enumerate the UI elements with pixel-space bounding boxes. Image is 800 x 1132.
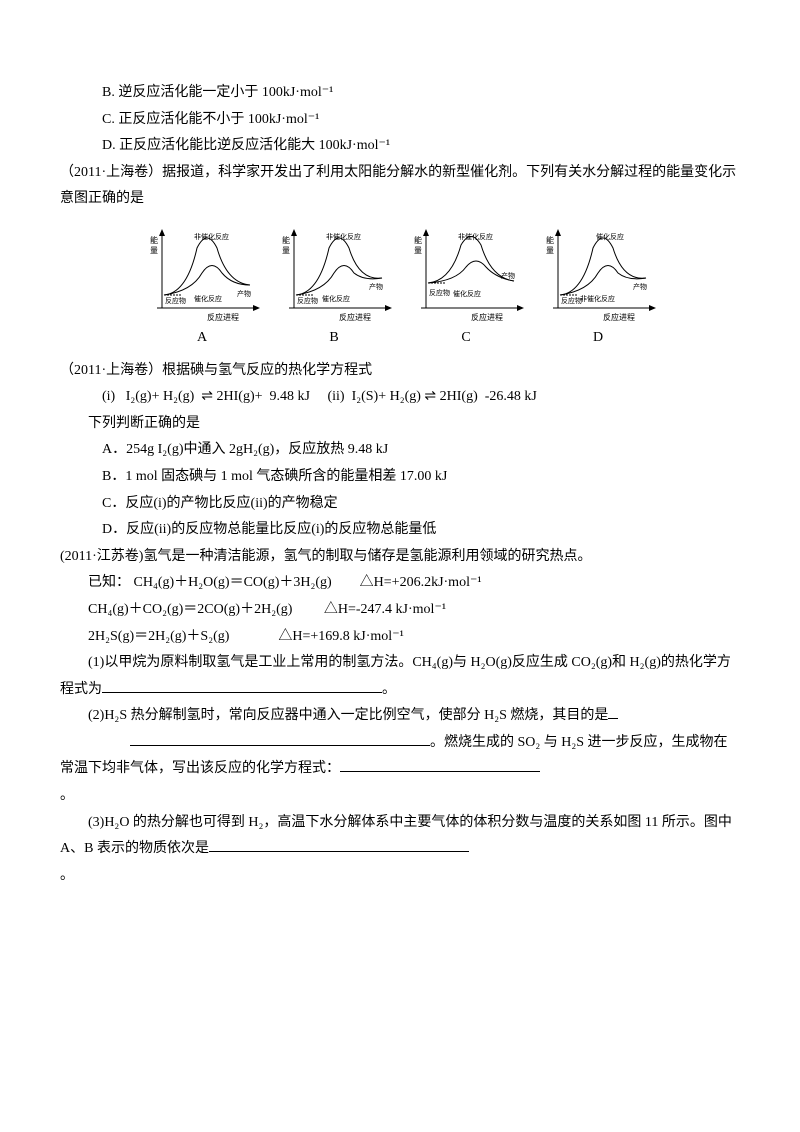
svg-text:反应物: 反应物 xyxy=(297,296,318,305)
svg-text:能: 能 xyxy=(414,235,422,245)
svg-text:催化反应: 催化反应 xyxy=(194,294,222,303)
q3-part3-end: 。 xyxy=(60,863,740,890)
question-3-intro: (2011·江苏卷)氢气是一种清洁能源，氢气的制取与储存是氢能源利用领域的研究热… xyxy=(60,544,740,571)
svg-text:量: 量 xyxy=(282,246,290,255)
blank-1[interactable] xyxy=(102,678,382,693)
svg-text:产物: 产物 xyxy=(501,271,515,280)
plot-b: 能 量 反应进程 非催化反应 反应物 产物 催化反应 xyxy=(274,223,394,323)
q2-option-c: C．反应(i)的产物比反应(ii)的产物稳定 xyxy=(60,491,740,518)
q2-option-b: B．1 mol 固态碘与 1 mol 气态碘所含的能量相差 17.00 kJ xyxy=(60,464,740,491)
q3-eq2: CH₄(g)＋CO₂(g)＝2CO(g)＋2H₂(g) △H=-247.4 kJ… xyxy=(60,597,740,624)
q3-part3: (3)H₂O 的热分解也可得到 H₂，高温下水分解体系中主要气体的体积分数与温度… xyxy=(60,810,740,863)
diagram-c-label: C xyxy=(461,325,470,352)
svg-text:量: 量 xyxy=(546,246,554,255)
svg-text:催化反应: 催化反应 xyxy=(453,289,481,298)
svg-text:产物: 产物 xyxy=(369,282,383,291)
plot-d: 能 量 反应进程 催化反应 反应物 产物 非催化反应 xyxy=(538,223,658,323)
diagram-d: 能 量 反应进程 催化反应 反应物 产物 非催化反应 D xyxy=(538,223,658,352)
question-2-equation: (i) I₂(g)+ H₂(g) ⇌ 2HI(g)+ 9.48 kJ (ii) … xyxy=(60,384,740,411)
svg-text:催化反应: 催化反应 xyxy=(322,294,350,303)
svg-text:反应物: 反应物 xyxy=(561,296,582,305)
svg-text:反应进程: 反应进程 xyxy=(603,312,635,322)
blank-3[interactable] xyxy=(209,837,469,852)
q3-part1: (1)以甲烷为原料制取氢气是工业上常用的制氢方法。CH₄(g)与 H₂O(g)反… xyxy=(60,650,740,703)
q3-given: 已知： CH₄(g)＋H₂O(g)＝CO(g)＋3H₂(g) △H=+206.2… xyxy=(60,570,740,597)
q3-part2-end: 。 xyxy=(60,783,740,810)
x-axis-label: 反应进程 xyxy=(207,312,239,322)
plot-a: 能 量 反应进程 非催化反应 反应物 产物 催化反应 xyxy=(142,223,262,323)
diagram-d-label: D xyxy=(593,325,603,352)
question-2-intro: （2011·上海卷）根据碘与氢气反应的热化学方程式 xyxy=(60,358,740,385)
svg-text:非催化反应: 非催化反应 xyxy=(458,232,493,241)
option-b: B. 逆反应活化能一定小于 100kJ·mol⁻¹ xyxy=(60,80,740,107)
svg-text:反应进程: 反应进程 xyxy=(471,312,503,322)
q3-part2-line2: 。燃烧生成的 SO₂ 与 H₂S 进一步反应，生成物在常温下均非气体，写出该反应… xyxy=(60,730,740,783)
svg-text:产物: 产物 xyxy=(237,289,251,298)
option-c: C. 正反应活化能不小于 100kJ·mol⁻¹ xyxy=(60,107,740,134)
diagram-b-label: B xyxy=(329,325,338,352)
diagram-a: 能 量 反应进程 非催化反应 反应物 产物 催化反应 A xyxy=(142,223,262,352)
q2-option-d: D．反应(ii)的反应物总能量比反应(i)的反应物总能量低 xyxy=(60,517,740,544)
diagram-b: 能 量 反应进程 非催化反应 反应物 产物 催化反应 B xyxy=(274,223,394,352)
svg-text:非催化反应: 非催化反应 xyxy=(326,232,361,241)
blank-2a[interactable] xyxy=(608,704,618,719)
q3-part2: (2)H₂S 热分解制氢时，常向反应器中通入一定比例空气，使部分 H₂S 燃烧，… xyxy=(60,703,740,730)
option-d: D. 正反应活化能比逆反应活化能大 100kJ·mol⁻¹ xyxy=(60,133,740,160)
q3-eq3: 2H₂S(g)＝2H₂(g)＋S₂(g) △H=+169.8 kJ·mol⁻¹ xyxy=(60,624,740,651)
svg-text:能: 能 xyxy=(546,235,554,245)
y-axis-label: 能 xyxy=(150,235,158,245)
energy-diagrams: 能 量 反应进程 非催化反应 反应物 产物 催化反应 A 能 量 反 xyxy=(60,223,740,352)
blank-2c[interactable] xyxy=(340,757,540,772)
svg-text:反应进程: 反应进程 xyxy=(339,312,371,322)
diagram-c: 能 量 反应进程 非催化反应 反应物 产物 催化反应 C xyxy=(406,223,526,352)
svg-text:产物: 产物 xyxy=(633,282,647,291)
svg-text:量: 量 xyxy=(150,246,158,255)
question-2-prompt: 下列判断正确的是 xyxy=(60,411,740,438)
q3-p2-text-a: (2)H₂S 热分解制氢时，常向反应器中通入一定比例空气，使部分 H₂S 燃烧，… xyxy=(88,708,608,723)
svg-text:催化反应: 催化反应 xyxy=(596,232,624,241)
q2-option-a: A．254g I₂(g)中通入 2gH₂(g)，反应放热 9.48 kJ xyxy=(60,437,740,464)
svg-text:非催化反应: 非催化反应 xyxy=(580,294,615,303)
q3-p1-end: 。 xyxy=(382,682,396,697)
blank-2b[interactable] xyxy=(130,731,430,746)
svg-text:反应物: 反应物 xyxy=(165,296,186,305)
svg-text:非催化反应: 非催化反应 xyxy=(194,232,229,241)
svg-text:反应物: 反应物 xyxy=(429,288,450,297)
diagram-a-label: A xyxy=(197,325,207,352)
svg-text:量: 量 xyxy=(414,246,422,255)
question-1-text: （2011·上海卷）据报道，科学家开发出了利用太阳能分解水的新型催化剂。下列有关… xyxy=(60,160,740,213)
plot-c: 能 量 反应进程 非催化反应 反应物 产物 催化反应 xyxy=(406,223,526,323)
svg-text:能: 能 xyxy=(282,235,290,245)
